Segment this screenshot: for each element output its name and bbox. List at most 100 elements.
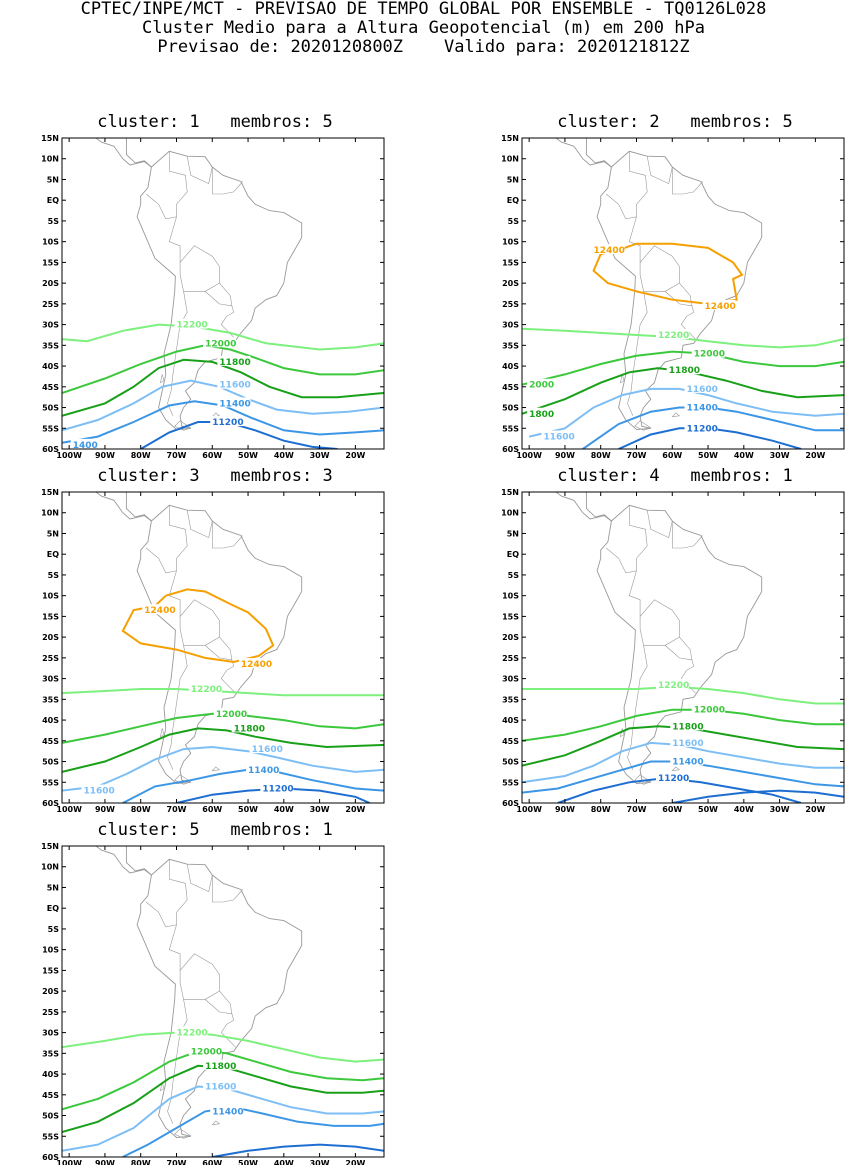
lat-tick-label: 45S xyxy=(502,383,519,392)
map-frame xyxy=(521,137,845,450)
lon-tick-label: 60W xyxy=(202,451,222,460)
contour-label-12000: 12000 xyxy=(694,350,725,360)
lat-tick-label: 20S xyxy=(42,279,59,288)
country-border xyxy=(204,999,236,1048)
lat-tick-label: 10N xyxy=(501,155,519,164)
lat-tick-label: 5N xyxy=(47,175,59,184)
lon-tick-label: 50W xyxy=(238,451,258,460)
lat-tick-label: 10N xyxy=(501,509,519,518)
lat-tick-label: 30S xyxy=(42,321,59,330)
island-outline xyxy=(159,1082,165,1092)
country-border xyxy=(145,859,188,928)
lat-tick-label: 5S xyxy=(48,925,60,934)
panel-title: cluster: 1 membros: 5 xyxy=(97,112,333,132)
lat-tick-label: 55S xyxy=(42,424,59,433)
lat-tick-label: 30S xyxy=(502,321,519,330)
contour-label-12200: 12200 xyxy=(658,331,689,341)
lat-tick-label: 45S xyxy=(502,737,519,746)
country-border xyxy=(212,875,243,903)
contour-line-11600 xyxy=(62,745,384,792)
map-frame xyxy=(61,491,385,804)
contour-line-11200 xyxy=(672,789,844,803)
contour-line-11600 xyxy=(528,387,844,438)
country-border xyxy=(646,156,673,185)
country-border xyxy=(639,616,680,646)
lat-tick-label: EQ xyxy=(47,550,59,559)
lat-tick-label: 5N xyxy=(47,883,59,892)
lon-tick-label: 90W xyxy=(95,805,115,814)
contour-label-11600: 11600 xyxy=(252,745,283,755)
contour-line-11800 xyxy=(62,358,384,417)
contour-label-12000: 2000 xyxy=(529,381,554,391)
coastline xyxy=(95,138,152,168)
lat-tick-label: 20S xyxy=(502,633,519,642)
lat-tick-label: 50S xyxy=(42,758,59,767)
map-panel: cluster: 1 membros: 5 12200 12000 11800 1160… xyxy=(0,112,400,460)
lon-tick-label: 90W xyxy=(555,805,575,814)
lat-tick-label: 25S xyxy=(42,1008,59,1017)
lat-tick-label: 60S xyxy=(42,445,59,454)
country-border xyxy=(179,970,220,1000)
coastline xyxy=(555,138,612,168)
lon-tick-label: 20W xyxy=(345,1159,365,1165)
lat-tick-label: EQ xyxy=(507,550,519,559)
lat-tick-label: 5N xyxy=(507,175,519,184)
contour-label-11200: 11200 xyxy=(658,774,689,784)
map-svg: 12400 12400 12200 12000 11800 11600 11600 11400… xyxy=(41,488,385,814)
contour-label-11800: 11800 xyxy=(205,1062,236,1072)
contour-label-11400: 1400 xyxy=(73,441,98,451)
island-outline xyxy=(634,420,652,431)
country-border xyxy=(628,570,680,638)
island-outline xyxy=(174,1128,192,1139)
lon-tick-label: 50W xyxy=(238,805,258,814)
map-panel: cluster: 5 membros: 1 12200 12000 11800 1160… xyxy=(0,820,400,1165)
lon-tick-label: 20W xyxy=(345,805,365,814)
lon-tick-label: 60W xyxy=(202,805,222,814)
contour-label-11800: 1800 xyxy=(529,410,554,420)
figure-title: CPTEC/INPE/MCT - PREVISAO DE TEMPO GLOBA… xyxy=(80,0,767,19)
lat-tick-label: 10N xyxy=(41,863,59,872)
coastline xyxy=(584,138,612,168)
lon-tick-label: 60W xyxy=(662,805,682,814)
lat-tick-label: 45S xyxy=(42,1091,59,1100)
contour-line-11200 xyxy=(212,1143,384,1157)
lat-tick-label: 35S xyxy=(502,695,519,704)
country-border xyxy=(204,291,236,340)
lon-tick-label: 90W xyxy=(95,451,115,460)
lon-tick-label: 60W xyxy=(202,1159,222,1165)
contour-label-12400: 12400 xyxy=(704,302,735,312)
lon-tick-label: 30W xyxy=(310,451,330,460)
contour-line-12000 xyxy=(62,1050,384,1111)
lat-tick-label: 40S xyxy=(42,362,59,371)
contour-label-11200: 11200 xyxy=(262,784,293,794)
lon-tick-label: 30W xyxy=(310,1159,330,1165)
contour-label-11400: 11400 xyxy=(248,766,279,776)
contour-label-11400: 11400 xyxy=(687,404,718,414)
lon-tick-label: 80W xyxy=(131,451,151,460)
lat-tick-label: 40S xyxy=(502,716,519,725)
country-border xyxy=(186,864,213,893)
country-border xyxy=(219,636,233,660)
lat-tick-label: 15S xyxy=(42,966,59,975)
lon-tick-label: 40W xyxy=(274,1159,294,1165)
contour-label-12400: 12400 xyxy=(144,606,175,616)
country-border xyxy=(672,167,703,195)
contour-label-12000: 12000 xyxy=(216,710,247,720)
country-border xyxy=(605,505,648,574)
lon-tick-label: 90W xyxy=(95,1159,115,1165)
contour-line-12000 xyxy=(522,708,844,742)
contour-label-12200: 12200 xyxy=(176,321,207,331)
lon-tick-label: 40W xyxy=(274,451,294,460)
country-border xyxy=(186,156,213,185)
contour-line-11400 xyxy=(122,1106,384,1157)
lat-tick-label: 45S xyxy=(42,383,59,392)
island-outline xyxy=(211,766,221,772)
country-border xyxy=(167,999,188,1124)
lon-tick-label: 70W xyxy=(167,805,187,814)
contour-line-12200 xyxy=(62,1031,384,1063)
country-border xyxy=(212,521,243,549)
contour-line-12400 xyxy=(121,588,275,664)
lon-tick-label: 30W xyxy=(770,451,790,460)
contour-line-11200 xyxy=(140,421,338,449)
lon-tick-label: 100W xyxy=(56,451,82,460)
